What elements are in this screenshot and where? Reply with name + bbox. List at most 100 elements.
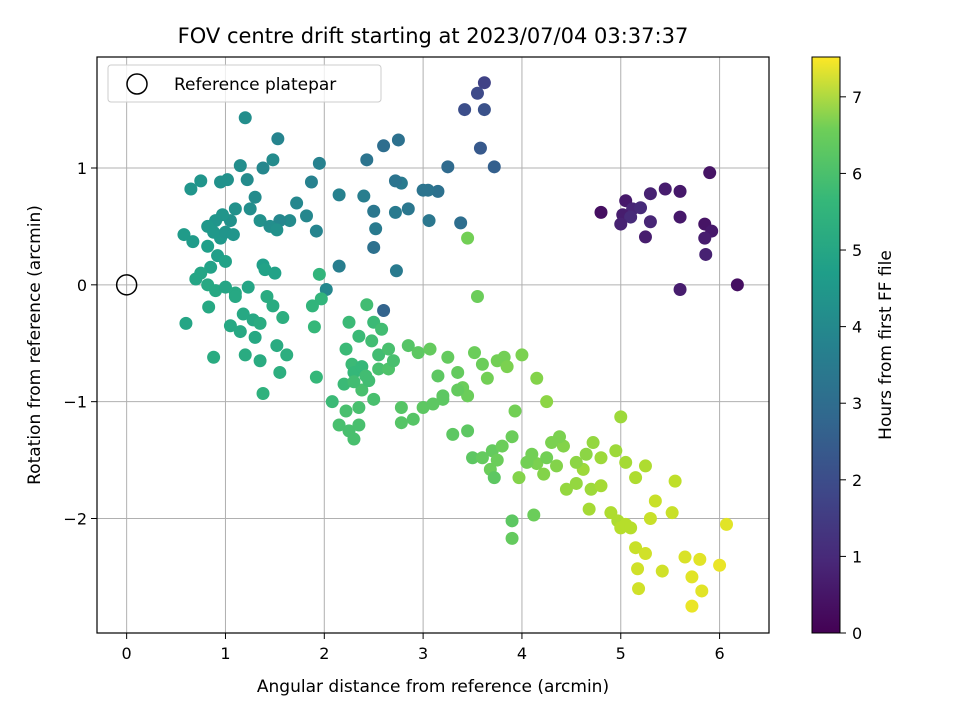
data-point: [406, 412, 420, 426]
data-point: [241, 280, 255, 294]
reference-platepar-marker: [115, 274, 138, 296]
data-point: [431, 184, 445, 198]
data-point: [179, 316, 193, 330]
data-point: [461, 424, 475, 438]
data-point: [304, 175, 318, 189]
data-point: [454, 216, 468, 230]
data-point: [579, 447, 593, 461]
data-point: [632, 582, 646, 596]
data-point: [268, 266, 282, 280]
x-axis-ticks: 0 1 2 3 4 5 6: [122, 633, 725, 663]
data-point: [508, 404, 522, 418]
data-point: [609, 444, 623, 458]
data-point: [594, 205, 608, 219]
colorbar-tick-label: 2: [852, 471, 862, 490]
data-point: [685, 599, 699, 613]
data-point: [475, 357, 489, 371]
colorbar-tick-label: 5: [852, 241, 862, 260]
data-point: [375, 322, 389, 336]
data-point: [228, 290, 242, 304]
data-point: [699, 247, 713, 261]
data-point: [668, 474, 682, 488]
data-point: [470, 290, 484, 304]
data-point: [545, 436, 559, 450]
data-point: [309, 224, 323, 238]
data-point: [629, 471, 643, 485]
data-point: [648, 494, 662, 508]
colorbar-tick-label: 7: [852, 88, 862, 107]
data-point: [470, 86, 484, 100]
data-point: [678, 550, 692, 564]
data-point: [487, 471, 501, 485]
data-point: [207, 350, 221, 364]
data-point: [441, 160, 455, 174]
data-point: [655, 564, 669, 578]
data-point: [559, 482, 573, 496]
data-point: [614, 217, 628, 231]
data-point: [634, 201, 648, 215]
data-point: [582, 502, 596, 516]
legend: Reference platepar: [107, 64, 382, 103]
data-point: [218, 254, 232, 268]
x-tick-label: 6: [714, 644, 724, 663]
data-point: [466, 451, 480, 465]
colorbar-tick-label: 0: [852, 624, 862, 643]
data-point: [720, 517, 734, 531]
data-point: [730, 278, 744, 292]
x-tick-label: 4: [517, 644, 527, 663]
data-point: [629, 541, 643, 555]
data-point: [337, 377, 351, 391]
data-point: [673, 210, 687, 224]
data-point: [347, 375, 361, 389]
data-point: [248, 330, 262, 344]
data-point: [355, 383, 369, 397]
legend-marker-circle: [126, 73, 148, 95]
data-point: [339, 404, 353, 418]
data-point: [505, 430, 519, 444]
data-point: [273, 365, 287, 379]
data-point: [214, 175, 228, 189]
data-point: [243, 202, 257, 216]
colorbar: 0 1 2 3 4 5 6 7 Hours from first FF file: [811, 56, 896, 643]
y-tick-label: −2: [63, 510, 87, 529]
data-point: [360, 298, 374, 312]
data-point: [638, 547, 652, 561]
x-tick-label: 2: [319, 644, 329, 663]
data-point: [569, 455, 583, 469]
data-point: [365, 334, 379, 348]
data-point: [480, 371, 494, 385]
chart-title: FOV centre drift starting at 2023/07/04 …: [178, 24, 689, 48]
data-point: [495, 439, 509, 453]
data-point: [389, 264, 403, 278]
data-point: [619, 455, 633, 469]
data-point: [643, 512, 657, 526]
data-point: [540, 451, 554, 465]
data-point: [332, 418, 346, 432]
data-point: [347, 432, 361, 446]
data-point: [695, 584, 709, 598]
data-point: [416, 401, 430, 415]
data-point: [586, 436, 600, 450]
data-point: [256, 161, 270, 175]
data-point: [325, 395, 339, 409]
legend-entry-reference-platepar: Reference platepar: [174, 75, 336, 95]
data-point: [550, 459, 564, 473]
data-point: [416, 183, 430, 197]
data-point: [490, 453, 504, 467]
data-point: [352, 401, 366, 415]
data-point: [422, 214, 436, 228]
data-point: [658, 182, 672, 196]
data-point: [253, 354, 267, 368]
data-point: [309, 370, 323, 384]
data-point: [530, 371, 544, 385]
x-tick-label: 5: [616, 644, 626, 663]
data-point: [411, 346, 425, 360]
data-point: [441, 350, 455, 364]
data-point: [283, 214, 297, 228]
data-point: [537, 467, 551, 481]
data-point: [253, 214, 267, 228]
data-point: [713, 558, 727, 572]
data-point: [236, 307, 250, 321]
data-point: [401, 339, 415, 353]
data-point: [256, 386, 270, 400]
